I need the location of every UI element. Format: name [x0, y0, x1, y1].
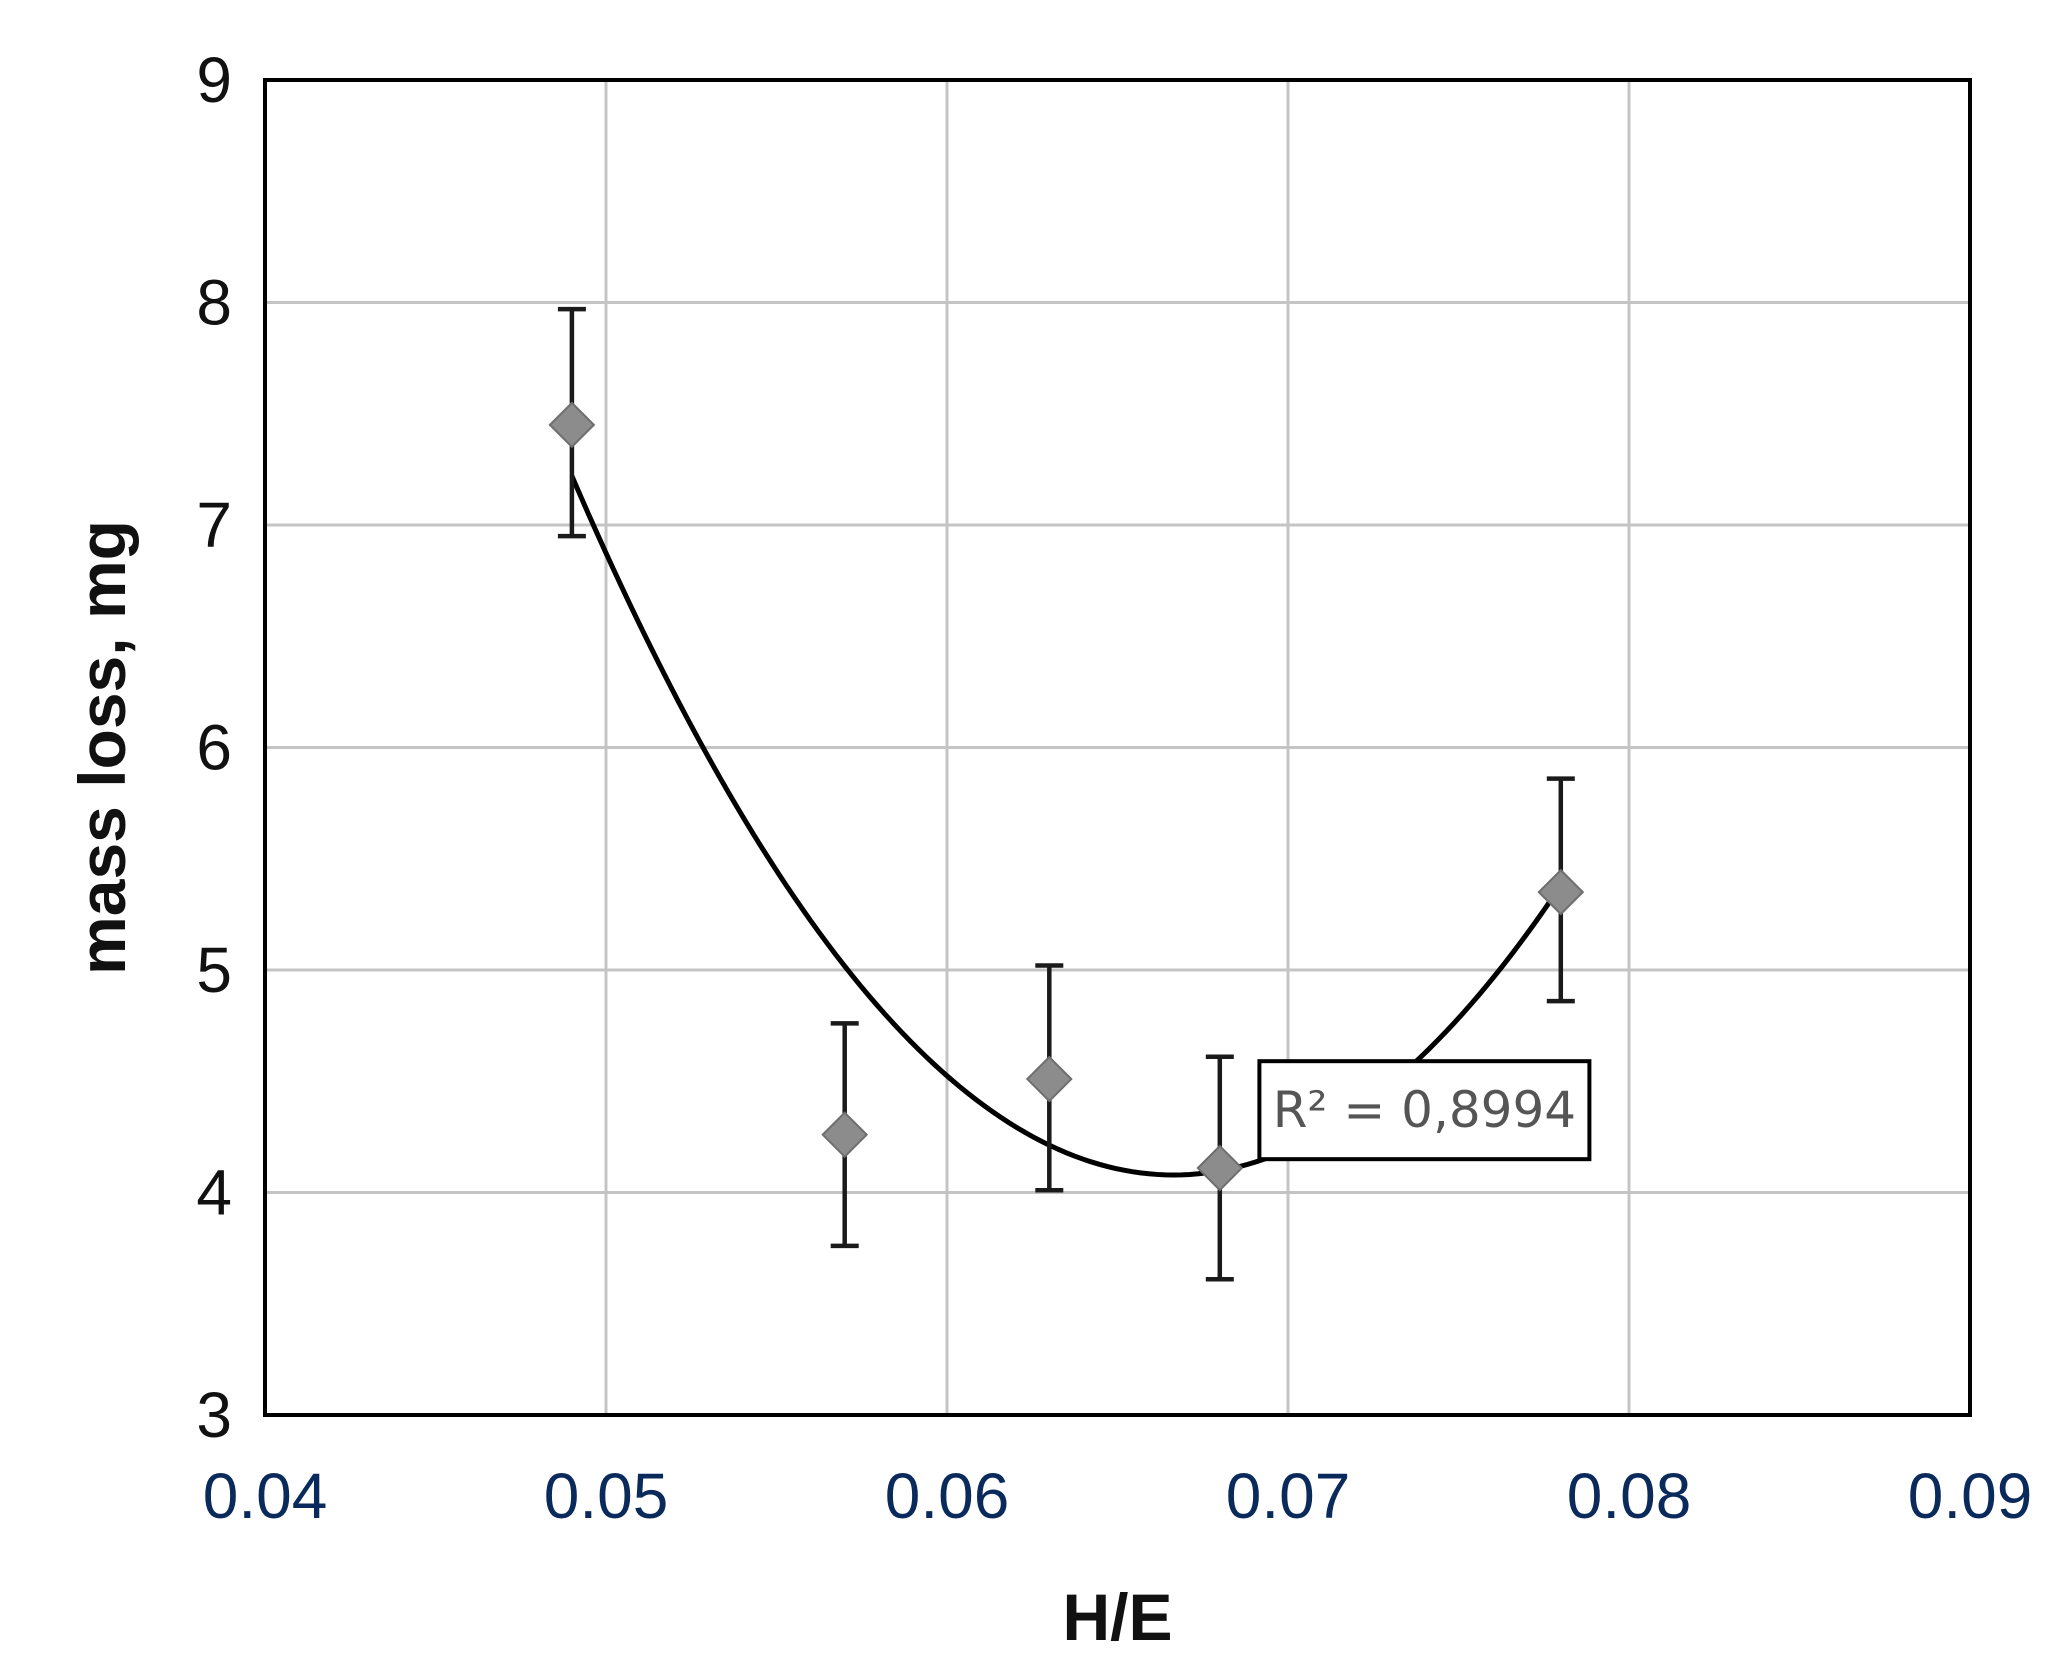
y-tick-label: 3 — [196, 1379, 232, 1451]
x-tick-label: 0.08 — [1567, 1460, 1692, 1532]
x-tick-label: 0.05 — [544, 1460, 669, 1532]
y-tick-label: 4 — [196, 1157, 232, 1229]
r-squared-label: R² = 0,8994 — [1273, 1081, 1576, 1139]
y-tick-label: 7 — [196, 489, 232, 561]
diamond-marker — [1196, 1144, 1244, 1192]
data-point — [1537, 776, 1585, 1004]
x-tick-label: 0.04 — [203, 1460, 328, 1532]
data-point — [1196, 1054, 1244, 1282]
r-squared-annotation: R² = 0,8994 — [1257, 1059, 1592, 1162]
diamond-marker — [821, 1111, 869, 1159]
y-tick-label: 5 — [196, 934, 232, 1006]
data-point — [821, 1021, 869, 1249]
plot-area-frame — [263, 78, 1972, 1417]
grid-lines — [265, 80, 1970, 1415]
y-tick-label: 9 — [196, 44, 232, 116]
x-tick-label: 0.06 — [885, 1460, 1010, 1532]
data-points-layer — [548, 306, 1585, 1282]
x-tick-label: 0.09 — [1908, 1460, 2033, 1532]
tick-labels: 0.04 0.05 0.06 0.07 0.08 0.09 3 4 5 6 7 8 9 — [196, 44, 2032, 1532]
diamond-marker — [548, 401, 596, 449]
r-squared-box — [1257, 1059, 1592, 1162]
x-axis-label: H/E — [1062, 1580, 1172, 1654]
y-tick-label: 6 — [196, 712, 232, 784]
data-point — [1025, 963, 1073, 1193]
x-tick-label: 0.07 — [1226, 1460, 1351, 1532]
diamond-marker — [1537, 868, 1585, 916]
y-axis-label: mass loss, mg — [65, 520, 139, 975]
y-tick-label: 8 — [196, 267, 232, 339]
data-point — [548, 306, 596, 539]
diamond-marker — [1025, 1055, 1073, 1103]
